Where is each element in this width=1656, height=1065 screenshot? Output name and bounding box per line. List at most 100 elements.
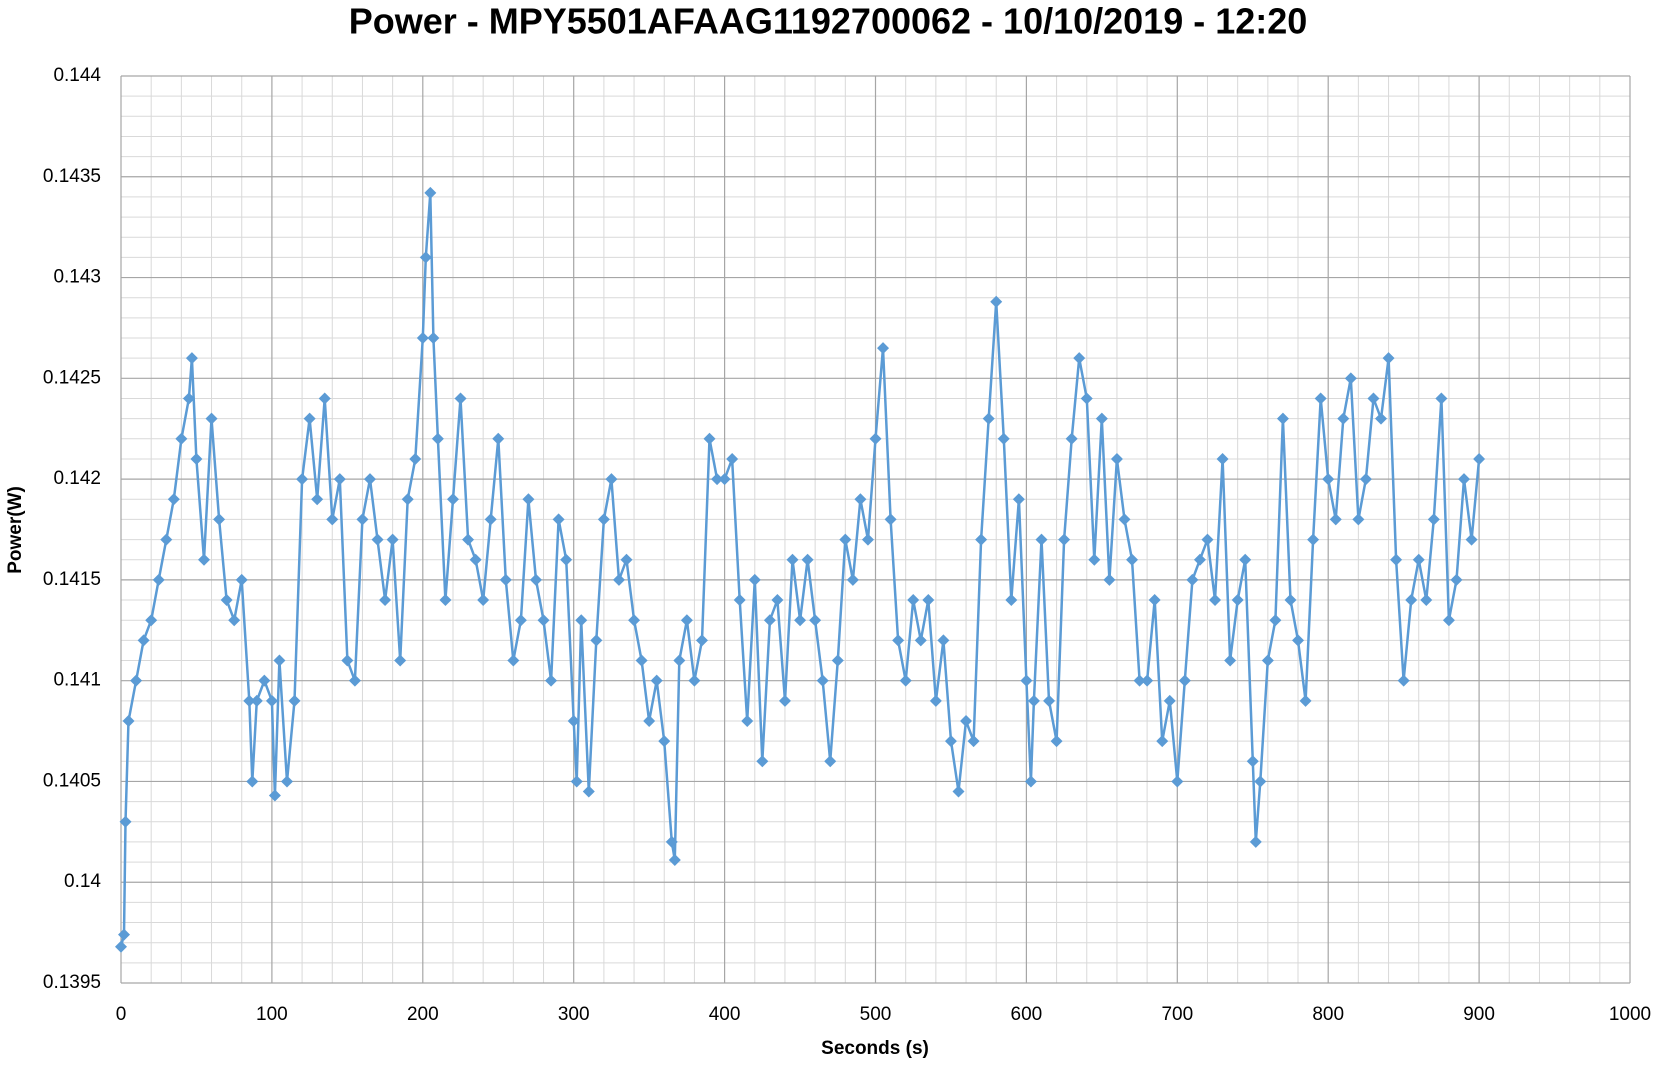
data-point xyxy=(1473,452,1486,465)
data-point xyxy=(612,573,625,586)
data-point xyxy=(1299,694,1312,707)
data-point xyxy=(1088,553,1101,566)
data-point xyxy=(1156,735,1169,748)
y-tick-label: 0.144 xyxy=(53,65,101,86)
x-tick-label: 200 xyxy=(407,1004,439,1025)
data-point xyxy=(507,654,520,667)
data-point xyxy=(1450,573,1463,586)
data-point xyxy=(688,674,701,687)
data-point xyxy=(1412,553,1425,566)
data-point xyxy=(1284,594,1297,607)
data-point xyxy=(982,412,995,425)
data-point xyxy=(213,513,226,526)
data-point xyxy=(348,674,361,687)
y-tick-label: 0.1395 xyxy=(43,972,101,993)
x-tick-label: 500 xyxy=(860,1004,892,1025)
data-point xyxy=(1209,594,1222,607)
data-point xyxy=(967,735,980,748)
data-point xyxy=(401,493,414,506)
data-point xyxy=(419,251,432,264)
data-point xyxy=(529,573,542,586)
data-point xyxy=(1103,573,1116,586)
data-point xyxy=(268,789,281,802)
y-tick-label: 0.1425 xyxy=(43,367,101,388)
data-point xyxy=(243,694,256,707)
data-point xyxy=(1390,553,1403,566)
x-tick-label: 700 xyxy=(1161,1004,1193,1025)
data-point xyxy=(160,533,173,546)
data-point xyxy=(1073,352,1086,365)
data-point xyxy=(944,735,957,748)
data-point xyxy=(386,533,399,546)
data-point xyxy=(1058,533,1071,546)
data-point xyxy=(1337,412,1350,425)
data-point xyxy=(427,332,440,345)
data-point xyxy=(1382,352,1395,365)
data-point xyxy=(1035,533,1048,546)
x-tick-label: 900 xyxy=(1463,1004,1495,1025)
x-tick-label: 300 xyxy=(558,1004,590,1025)
data-point xyxy=(1005,594,1018,607)
data-point xyxy=(175,432,188,445)
data-point xyxy=(628,614,641,627)
data-point xyxy=(1367,392,1380,405)
data-point xyxy=(1024,775,1037,788)
data-point xyxy=(771,594,784,607)
data-point xyxy=(975,533,988,546)
data-point xyxy=(1465,533,1478,546)
data-point xyxy=(333,473,346,486)
data-point xyxy=(220,594,233,607)
data-point xyxy=(246,775,259,788)
data-point xyxy=(446,493,459,506)
data-point xyxy=(801,553,814,566)
data-point xyxy=(1239,553,1252,566)
data-point xyxy=(492,432,505,445)
data-point xyxy=(265,694,278,707)
data-point xyxy=(1193,553,1206,566)
data-point xyxy=(1344,372,1357,385)
data-point xyxy=(590,634,603,647)
data-point xyxy=(197,553,210,566)
data-point xyxy=(575,614,588,627)
data-point xyxy=(190,452,203,465)
data-point xyxy=(228,614,241,627)
data-point xyxy=(854,493,867,506)
y-tick-label: 0.1435 xyxy=(43,166,101,187)
y-axis-label: Power(W) xyxy=(5,486,26,574)
data-point xyxy=(997,432,1010,445)
data-point xyxy=(733,594,746,607)
data-point xyxy=(748,573,761,586)
data-point xyxy=(560,553,573,566)
data-point xyxy=(567,714,580,727)
data-point xyxy=(861,533,874,546)
data-point xyxy=(1246,755,1259,768)
x-tick-label: 400 xyxy=(709,1004,741,1025)
data-point xyxy=(1254,775,1267,788)
data-point xyxy=(454,392,467,405)
data-point xyxy=(907,594,920,607)
data-point xyxy=(537,614,550,627)
data-point xyxy=(409,452,422,465)
data-point xyxy=(922,594,935,607)
data-point xyxy=(477,594,490,607)
data-point xyxy=(469,553,482,566)
y-tick-label: 0.142 xyxy=(53,468,101,489)
data-point xyxy=(778,694,791,707)
data-point xyxy=(167,493,180,506)
data-point xyxy=(1027,694,1040,707)
data-point xyxy=(597,513,610,526)
data-point xyxy=(1231,594,1244,607)
data-point xyxy=(130,674,143,687)
data-point xyxy=(185,352,198,365)
data-point xyxy=(695,634,708,647)
data-point xyxy=(394,654,407,667)
data-point xyxy=(119,815,132,828)
data-point xyxy=(990,295,1003,308)
data-point xyxy=(763,614,776,627)
data-point xyxy=(1458,473,1471,486)
data-point xyxy=(1133,674,1146,687)
data-point xyxy=(673,654,686,667)
data-point xyxy=(514,614,527,627)
data-point xyxy=(1148,594,1161,607)
data-point xyxy=(424,186,437,199)
